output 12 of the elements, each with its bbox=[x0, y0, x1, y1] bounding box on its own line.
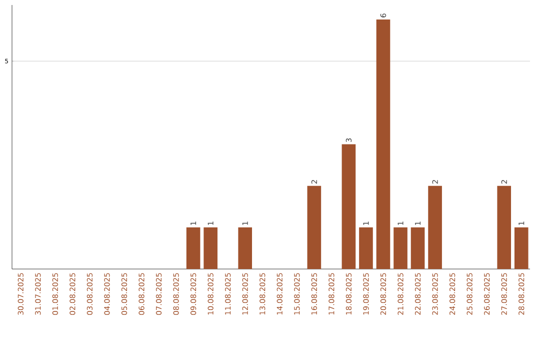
bar bbox=[186, 227, 200, 269]
bar bbox=[428, 186, 442, 269]
bar bbox=[359, 227, 373, 269]
bar bbox=[394, 227, 408, 269]
bar bbox=[410, 227, 425, 269]
bar bbox=[238, 227, 252, 269]
bar bbox=[204, 227, 218, 269]
bar bbox=[307, 186, 322, 269]
bar bbox=[497, 186, 512, 269]
bar bbox=[376, 20, 390, 269]
bar bbox=[342, 144, 356, 269]
bar bbox=[514, 227, 528, 269]
